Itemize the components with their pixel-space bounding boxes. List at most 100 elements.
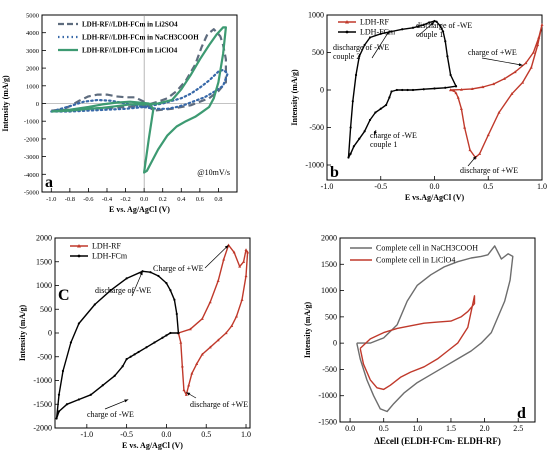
y-tick-label: 2000	[26, 66, 39, 73]
annotation-text: discharge of +WE	[190, 400, 248, 409]
data-point	[93, 303, 96, 306]
data-point	[442, 30, 445, 33]
data-point	[149, 271, 152, 274]
data-point	[187, 383, 191, 387]
y-tick-label: -1500	[33, 400, 52, 409]
annotation-text: discharge of +WE	[460, 166, 518, 175]
data-point	[444, 40, 447, 43]
data-point	[133, 353, 136, 356]
y-tick-label: 1500	[321, 260, 337, 269]
legend-marker	[77, 254, 81, 258]
y-tick-label: 500	[40, 305, 52, 314]
panel-label: C	[58, 287, 70, 304]
series-line	[177, 244, 249, 396]
data-point	[125, 358, 128, 361]
data-point	[157, 274, 160, 278]
data-point	[182, 388, 186, 392]
data-point	[173, 298, 176, 301]
data-point	[242, 260, 246, 263]
x-tick-label: 2.0	[480, 424, 490, 433]
x-tick-label: -1.0	[46, 196, 56, 203]
data-point	[531, 50, 535, 54]
annotation-text: charge of -WE	[370, 131, 417, 140]
data-point	[368, 36, 372, 39]
data-point	[438, 24, 441, 27]
x-tick-label: 0.5	[379, 424, 389, 433]
annotation-arrow	[204, 244, 229, 269]
data-point	[57, 410, 61, 413]
annotation-arrowhead	[386, 30, 390, 35]
data-point	[169, 331, 172, 335]
y-tick-label: 0	[48, 329, 52, 338]
data-point	[109, 289, 112, 292]
annotation-arrowhead	[124, 399, 129, 403]
data-point	[161, 336, 164, 339]
y-tick-label: 2000	[321, 234, 337, 243]
y-tick-label: -1000	[24, 119, 39, 126]
panel-a: -1.0 -0.8 -0.6 -0.4 -0.2 0.0 0.2 0.4 0.6 0.8 -5000…	[1, 13, 238, 214]
y-tick-label: 0	[36, 101, 39, 108]
annotation-text: Charge of +WE	[153, 264, 204, 273]
data-point	[379, 107, 382, 110]
x-tick-label: 1.0	[412, 424, 422, 433]
data-point	[422, 23, 425, 26]
annotation-arrowhead	[472, 156, 477, 160]
annotation-arrowhead	[374, 131, 377, 135]
x-tick-label: 1.0	[537, 182, 547, 191]
data-point	[347, 156, 350, 159]
data-point	[521, 80, 525, 84]
x-axis-label: ΔEcell (ELDH-FCm- ELDH-RF)	[374, 436, 501, 446]
annotation-arrow	[481, 57, 523, 66]
panel-d: 0.0 0.5 1.0 1.5 2.0 2.5 -1500 -1000 -500 0 500 1000…	[303, 234, 536, 446]
legend-marker	[345, 30, 349, 34]
data-point	[165, 282, 168, 285]
y-tick-label: 0	[320, 86, 324, 95]
panel-b: -1.0 -0.5 0.0 0.5 1.0 -1000 -500 0 500 1000 E vs.A…	[290, 11, 547, 203]
y-tick-label: -3000	[24, 154, 39, 161]
data-point	[208, 300, 212, 304]
data-point	[358, 137, 361, 140]
data-point	[388, 96, 391, 99]
data-point	[351, 100, 354, 103]
data-point	[395, 88, 398, 92]
y-tick-label: -2000	[24, 136, 39, 143]
data-point	[246, 250, 250, 254]
plot-frame	[339, 237, 536, 423]
data-point	[452, 89, 456, 92]
y-tick-label: -500	[309, 123, 324, 132]
data-point	[463, 125, 467, 129]
y-tick-label: 3000	[26, 48, 39, 55]
data-point	[454, 85, 458, 88]
data-point	[497, 110, 501, 114]
data-point	[456, 95, 460, 99]
y-tick-label: 4000	[26, 30, 39, 37]
data-point	[55, 417, 58, 420]
data-point	[449, 88, 453, 92]
data-point	[195, 362, 199, 365]
data-point	[524, 61, 528, 65]
data-point	[77, 322, 80, 325]
data-point	[165, 334, 168, 337]
y-tick-label: -2000	[33, 424, 52, 433]
x-tick-label: -0.5	[374, 182, 387, 191]
y-tick-label: 1000	[26, 83, 39, 90]
x-axis-label: E vs. Ag/AgCl (V)	[109, 205, 170, 214]
data-point	[137, 350, 140, 354]
data-point	[411, 88, 415, 92]
data-point	[200, 352, 204, 356]
x-tick-label: 0.6	[196, 196, 205, 203]
legend-marker	[77, 244, 81, 248]
data-point	[417, 25, 420, 28]
data-point	[459, 88, 463, 91]
legend-label: LDH-RF	[360, 18, 389, 27]
y-tick-label: 500	[325, 312, 337, 321]
y-tick-label: 5000	[26, 13, 39, 20]
annotation-text: discharge of -WE	[416, 21, 472, 30]
x-tick-label: 0.2	[159, 196, 167, 203]
data-point	[401, 88, 404, 92]
x-tick-label: -0.4	[102, 196, 113, 203]
annotation-text: couple 2	[333, 52, 360, 61]
series-line	[359, 295, 476, 391]
legend-label: Complete cell in LiClO4	[376, 256, 455, 265]
